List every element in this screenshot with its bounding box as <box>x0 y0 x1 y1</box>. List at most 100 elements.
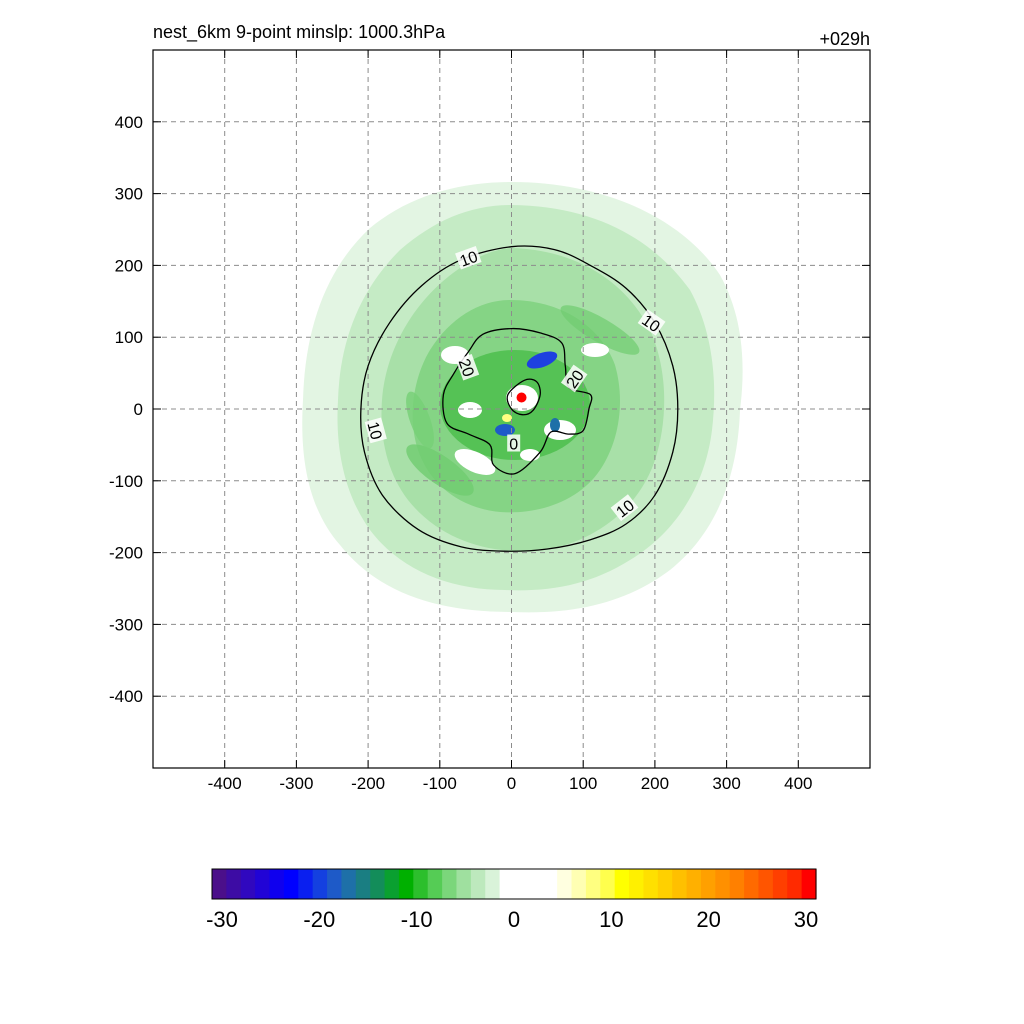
colorbar-swatch <box>456 869 472 899</box>
contour-label-bg <box>455 353 480 381</box>
colorbar-swatch <box>240 869 256 899</box>
colorbar <box>212 869 817 899</box>
contour-label-bg <box>560 364 588 393</box>
y-tick-label: 400 <box>115 113 143 132</box>
chart-title: nest_6km 9-point minslp: 1000.3hPa <box>153 22 446 43</box>
colorbar-swatch <box>255 869 271 899</box>
colorbar-tick-label: -20 <box>303 907 335 932</box>
colorbar-swatch <box>341 869 357 899</box>
colorbar-swatch <box>614 869 630 899</box>
grid-lines <box>153 50 870 768</box>
colorbar-tick-label: 10 <box>599 907 623 932</box>
contour-label-text: 20 <box>455 357 477 380</box>
colorbar-swatch <box>585 869 601 899</box>
colorbar-swatch <box>384 869 400 899</box>
contour-label-bg <box>637 309 666 336</box>
y-tick-labels: 400 300 200 100 0 -100 -200 -300 -400 <box>109 113 143 706</box>
colorbar-tick-label: -10 <box>401 907 433 932</box>
y-tick-label: -400 <box>109 687 143 706</box>
colorbar-swatch <box>442 869 458 899</box>
contour-label: 20 <box>455 353 480 381</box>
colorbar-swatch <box>283 869 299 899</box>
contour-label: 0 <box>507 434 521 454</box>
colorbar-swatch <box>355 869 371 899</box>
colorbar-swatch <box>557 869 573 899</box>
contour-line-20 <box>442 327 593 475</box>
rainband-streak-2 <box>560 305 640 355</box>
colorbar-tick-label: 30 <box>794 907 818 932</box>
white-patch-2 <box>581 343 609 357</box>
colorbar-swatch <box>398 869 414 899</box>
y-tick-label: -300 <box>109 615 143 634</box>
colorbar-tick-label: 0 <box>508 907 520 932</box>
colorbar-swatch <box>672 869 688 899</box>
axis-ticks <box>153 50 870 768</box>
colorbar-swatch <box>643 869 659 899</box>
y-tick-label: -100 <box>109 472 143 491</box>
colorbar-swatch <box>413 869 429 899</box>
colorbar-tick-labels: -30 -20 -10 0 10 20 30 <box>206 907 818 932</box>
blue-patch-2 <box>495 424 515 436</box>
contour-label: 10 <box>455 245 482 271</box>
rainband-streak-1 <box>406 444 474 496</box>
y-tick-label: 200 <box>115 256 143 275</box>
y-tick-label: 100 <box>115 328 143 347</box>
x-tick-label: -400 <box>208 774 242 793</box>
colorbar-swatch <box>772 869 788 899</box>
colorbar-swatch <box>657 869 673 899</box>
x-tick-label: 300 <box>712 774 740 793</box>
colorbar-swatch <box>729 869 745 899</box>
blue-patch-3 <box>550 418 560 432</box>
colorbar-swatch <box>327 869 343 899</box>
colorbar-swatch <box>744 869 760 899</box>
colorbar-swatch <box>298 869 314 899</box>
colorbar-swatch <box>470 869 486 899</box>
colorbar-swatch <box>514 869 529 899</box>
contour-label-text: 10 <box>458 249 481 271</box>
colorbar-swatch <box>801 869 817 899</box>
x-tick-labels: -400 -300 -200 -100 0 100 200 300 400 <box>208 774 813 793</box>
colorbar-swatch <box>686 869 702 899</box>
shaded-field <box>302 182 743 613</box>
colorbar-swatch <box>212 869 227 899</box>
colorbar-swatch <box>269 869 285 899</box>
colorbar-swatch <box>758 869 774 899</box>
colorbar-swatch <box>715 869 731 899</box>
contour-label: 10 <box>363 417 387 444</box>
y-tick-label: -200 <box>109 544 143 563</box>
forecast-hour-label: +029h <box>819 29 870 49</box>
blue-patch-1 <box>526 351 558 369</box>
y-tick-label: 0 <box>134 400 143 419</box>
white-patch-1 <box>454 449 496 475</box>
colorbar-swatch <box>700 869 716 899</box>
colorbar-swatch <box>226 869 242 899</box>
x-tick-label: -200 <box>351 774 385 793</box>
colorbar-tick-label: 20 <box>696 907 720 932</box>
colorbar-frame <box>211 868 817 900</box>
x-tick-label: -100 <box>423 774 457 793</box>
storm-center-marker <box>516 392 527 403</box>
y-tick-label: 300 <box>115 185 143 204</box>
colorbar-swatch <box>370 869 386 899</box>
colorbar-swatch <box>499 869 515 899</box>
contour-label-text: 0 <box>509 437 518 454</box>
x-tick-label: -300 <box>279 774 313 793</box>
contour-label-text: 10 <box>363 420 384 442</box>
colorbar-swatch <box>600 869 616 899</box>
colorbar-swatch <box>312 869 328 899</box>
contour-label-bg <box>610 494 639 522</box>
white-patch-5 <box>458 402 482 418</box>
x-tick-label: 200 <box>641 774 669 793</box>
x-tick-label: 400 <box>784 774 812 793</box>
contour-label-bg <box>507 434 521 452</box>
colorbar-swatch <box>629 869 645 899</box>
colorbar-swatch <box>571 869 587 899</box>
rainband-streak-3 <box>406 391 434 449</box>
colorbar-swatch <box>485 869 501 899</box>
white-patch-4 <box>544 420 576 440</box>
contour-label-bg <box>455 245 482 270</box>
contour-line-inner <box>506 378 541 416</box>
yellow-patch <box>502 414 512 422</box>
